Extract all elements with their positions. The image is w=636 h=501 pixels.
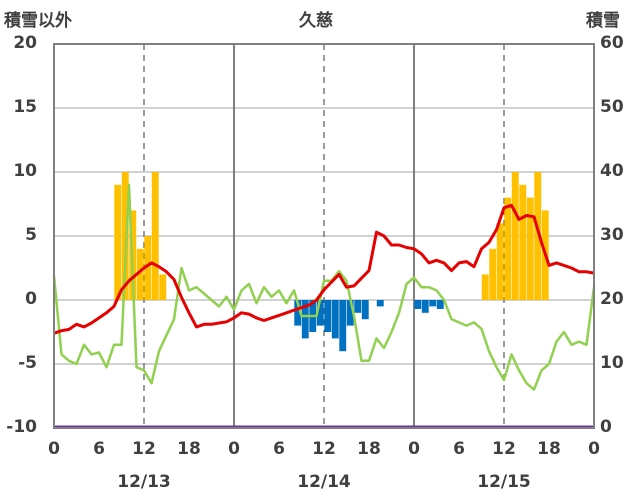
- negative-bar: [316, 300, 324, 326]
- negative-bar: [436, 300, 444, 309]
- x-tick-label: 18: [537, 439, 561, 459]
- plot-frame: [53, 43, 595, 429]
- left-tick-label: 5: [25, 225, 37, 245]
- right-tick-label: 50: [600, 97, 624, 117]
- bar-series: [114, 172, 549, 352]
- snow-bar: [526, 197, 534, 300]
- left-tick-label: 10: [13, 161, 37, 181]
- snow-bar: [121, 172, 129, 300]
- x-tick-label: 6: [453, 439, 465, 459]
- right-tick-label: 40: [600, 161, 624, 181]
- date-label: 12/15: [477, 472, 531, 492]
- snow-bar: [511, 172, 519, 300]
- negative-bar: [421, 300, 429, 313]
- x-tick-label: 12: [492, 439, 516, 459]
- left-tick-label: -5: [18, 353, 37, 373]
- x-tick-label: 12: [132, 439, 156, 459]
- x-tick-label: 18: [177, 439, 201, 459]
- date-label: 12/14: [297, 472, 351, 492]
- snow-bar: [144, 236, 152, 300]
- negative-bar: [301, 300, 309, 339]
- negative-bar: [339, 300, 347, 352]
- snow-bar: [504, 197, 512, 300]
- left-axis-title: 積雪以外: [4, 11, 72, 31]
- negative-bar: [429, 300, 437, 307]
- x-tick-label: 6: [273, 439, 285, 459]
- snow-bar: [136, 248, 144, 300]
- right-tick-label: 60: [600, 33, 624, 53]
- negative-bar: [361, 300, 369, 320]
- negative-bar: [346, 300, 354, 326]
- right-tick-label: 0: [600, 417, 612, 437]
- negative-bar: [324, 300, 332, 332]
- negative-bar: [294, 300, 302, 326]
- snow-bar: [489, 248, 497, 300]
- snow-bar: [159, 274, 167, 300]
- right-axis-title: 積雪: [586, 11, 620, 31]
- x-tick-label: 18: [357, 439, 381, 459]
- negative-bar: [331, 300, 339, 339]
- left-tick-label: 0: [25, 289, 37, 309]
- negative-bar: [354, 300, 362, 313]
- right-tick-label: 20: [600, 289, 624, 309]
- snow-bar: [534, 172, 542, 300]
- left-tick-label: 15: [13, 97, 37, 117]
- chart-title: 久慈: [299, 11, 333, 31]
- snow-bar: [114, 184, 122, 300]
- humidity-line: [52, 183, 596, 391]
- x-tick-label: 0: [588, 439, 600, 459]
- temperature-line: [53, 203, 595, 335]
- right-tick-label: 30: [600, 225, 624, 245]
- x-tick-label: 0: [408, 439, 420, 459]
- right-tick-label: 10: [600, 353, 624, 373]
- x-tick-label: 6: [93, 439, 105, 459]
- snow-bar: [151, 172, 159, 300]
- x-tick-label: 12: [312, 439, 336, 459]
- left-tick-label: -10: [6, 417, 37, 437]
- snow-bar: [519, 184, 527, 300]
- negative-bar: [376, 300, 384, 307]
- x-tick-label: 0: [228, 439, 240, 459]
- grid-lines: [54, 44, 594, 428]
- snow-bar: [496, 223, 504, 300]
- x-tick-label: 0: [48, 439, 60, 459]
- date-label: 12/13: [117, 472, 171, 492]
- snow-bar: [481, 274, 489, 300]
- left-tick-label: 20: [13, 33, 37, 53]
- negative-bar: [414, 300, 422, 309]
